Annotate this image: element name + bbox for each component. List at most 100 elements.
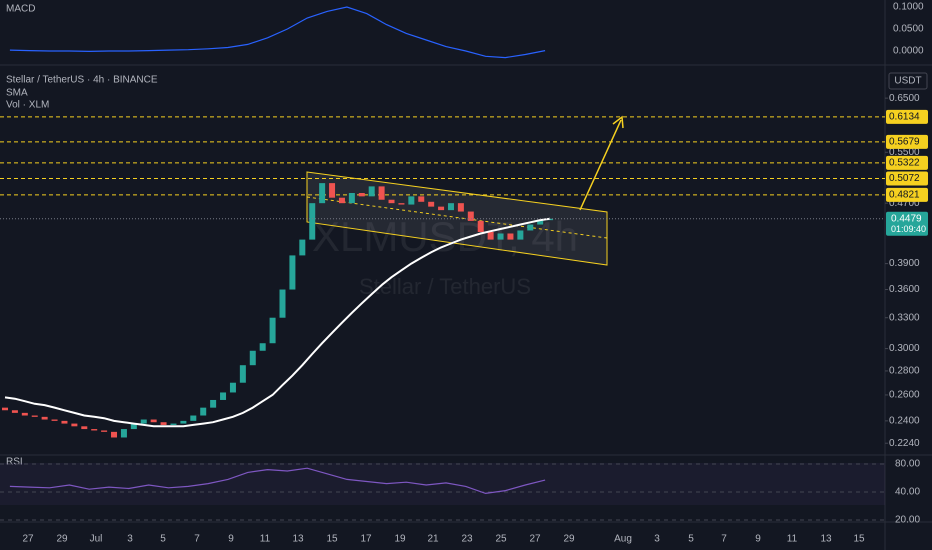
- candle: [418, 196, 425, 202]
- candle: [438, 206, 445, 211]
- x-tick-label: 23: [461, 534, 473, 545]
- pane-title: RSI: [6, 457, 23, 468]
- candle: [319, 183, 326, 204]
- macd-tick-label: 0.0000: [893, 46, 924, 57]
- x-tick-label: 5: [688, 534, 694, 545]
- y-tick-label: 0.2400: [889, 416, 920, 427]
- x-tick-label: 13: [292, 534, 304, 545]
- candle: [269, 317, 276, 344]
- candle: [91, 429, 98, 431]
- candle: [279, 289, 286, 318]
- x-tick-label: 17: [360, 534, 372, 545]
- candle: [249, 350, 256, 366]
- x-tick-label: 21: [427, 534, 439, 545]
- candle: [160, 422, 167, 425]
- x-tick-label: 3: [127, 534, 133, 545]
- indicator-label: Vol · XLM: [6, 100, 49, 111]
- level-box: [886, 171, 928, 186]
- channel-midline: [306, 196, 608, 239]
- y-tick-label: 0.2240: [889, 438, 920, 449]
- candle: [259, 343, 266, 351]
- currency-box[interactable]: [888, 72, 928, 90]
- candle: [537, 220, 544, 225]
- x-tick-label: 27: [529, 534, 541, 545]
- level-label: 0.4821: [889, 190, 920, 201]
- y-tick-label: 0.6500: [889, 93, 920, 104]
- y-tick-label: 0.5500: [889, 147, 920, 158]
- level-label: 0.5322: [889, 158, 920, 169]
- y-tick-label: 0.3900: [889, 258, 920, 269]
- level-box: [886, 155, 928, 170]
- candle: [21, 412, 28, 416]
- candle: [200, 407, 207, 416]
- macd-line: [9, 6, 546, 59]
- x-tick-label: 7: [721, 534, 727, 545]
- candle: [140, 419, 147, 424]
- x-tick-label: 15: [326, 534, 338, 545]
- candle: [408, 196, 415, 205]
- symbol-title: Stellar / TetherUS · 4h · BINANCE: [6, 75, 158, 86]
- x-tick-label: 11: [260, 534, 271, 545]
- candle: [51, 419, 58, 421]
- level-label: 0.6134: [889, 112, 920, 123]
- candle: [150, 419, 157, 423]
- level-label: 0.5679: [889, 137, 920, 148]
- rsi-tick-label: 40.00: [895, 487, 920, 498]
- candle: [81, 426, 88, 430]
- level-box: [886, 187, 928, 202]
- rsi-line: [9, 467, 546, 495]
- candle: [41, 416, 48, 420]
- macd-tick-label: 0.1000: [893, 2, 924, 13]
- y-tick-label: 0.3300: [889, 312, 920, 323]
- candle: [130, 423, 137, 430]
- x-tick-label: 29: [56, 534, 68, 545]
- x-tick-label: 19: [394, 534, 406, 545]
- currency[interactable]: USDT: [894, 76, 921, 87]
- x-tick-label: Aug: [614, 534, 632, 545]
- candle: [358, 192, 365, 197]
- x-tick-label: 9: [228, 534, 234, 545]
- x-tick-label: 5: [160, 534, 166, 545]
- candle: [31, 415, 38, 417]
- arrow-head: [612, 115, 624, 129]
- rsi-tick-label: 80.00: [895, 459, 920, 470]
- candle: [527, 224, 534, 231]
- candle: [487, 231, 494, 240]
- macd-tick-label: 0.0500: [893, 24, 924, 35]
- arrow: [579, 119, 622, 211]
- candle: [507, 233, 514, 240]
- candle: [398, 203, 405, 205]
- candle: [338, 197, 345, 204]
- last-price-box: [886, 211, 928, 236]
- candle: [457, 203, 464, 212]
- candle: [329, 183, 336, 198]
- candle: [497, 233, 504, 240]
- x-tick-label: 29: [563, 534, 575, 545]
- x-tick-label: 15: [853, 534, 865, 545]
- x-tick-label: 13: [820, 534, 832, 545]
- y-tick-label: 0.4700: [889, 198, 920, 209]
- x-tick-label: 25: [495, 534, 507, 545]
- y-tick-label: 0.2800: [889, 366, 920, 377]
- x-tick-label: 7: [194, 534, 200, 545]
- candle: [210, 399, 217, 408]
- candle: [299, 239, 306, 256]
- x-tick-label: 9: [755, 534, 761, 545]
- candle: [120, 429, 127, 438]
- candle: [467, 211, 474, 221]
- candle: [378, 186, 385, 200]
- x-tick-label: Jul: [90, 534, 103, 545]
- candle: [180, 420, 187, 424]
- candle: [517, 230, 524, 240]
- candle: [2, 407, 8, 411]
- y-tick-label: 0.3000: [889, 343, 920, 354]
- x-tick-label: 27: [22, 534, 34, 545]
- candle: [229, 382, 236, 393]
- candle: [220, 392, 227, 400]
- last-price-label: 0.4479: [891, 213, 922, 224]
- candle: [289, 255, 296, 290]
- candle: [477, 220, 484, 232]
- candle: [388, 199, 395, 204]
- candle: [428, 201, 435, 207]
- rsi-tick-label: 20.00: [895, 515, 920, 526]
